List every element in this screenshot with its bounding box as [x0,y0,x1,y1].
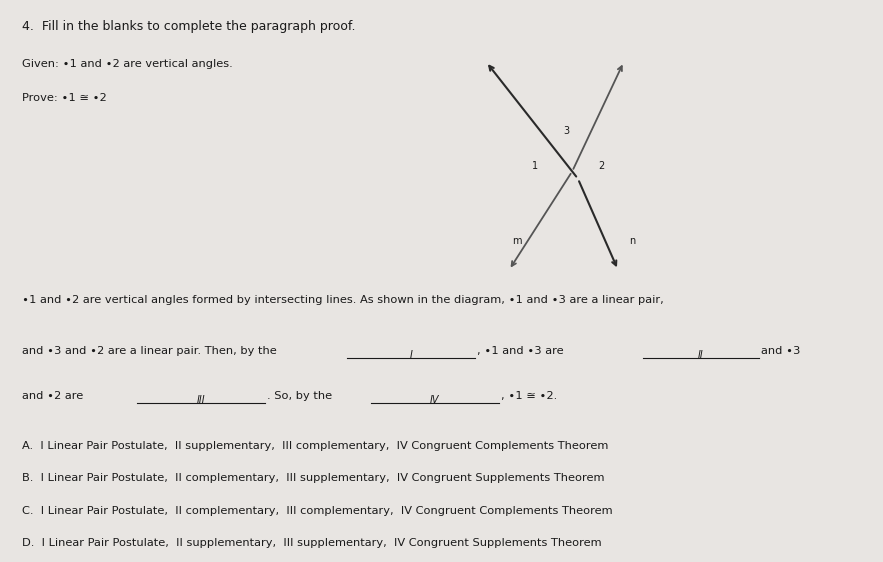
Text: Prove: ∙1 ≅ ∙2: Prove: ∙1 ≅ ∙2 [22,93,107,103]
Text: n: n [629,236,635,246]
Text: II: II [698,350,704,360]
Text: and ∙3 and ∙2 are a linear pair. Then, by the: and ∙3 and ∙2 are a linear pair. Then, b… [22,346,277,356]
Text: 4.  Fill in the blanks to complete the paragraph proof.: 4. Fill in the blanks to complete the pa… [22,20,356,33]
Text: , ∙1 ≅ ∙2.: , ∙1 ≅ ∙2. [501,391,557,401]
Text: . So, by the: . So, by the [267,391,332,401]
Text: and ∙2 are: and ∙2 are [22,391,83,401]
Text: III: III [197,395,205,405]
Text: IV: IV [430,395,440,405]
Text: C.  I Linear Pair Postulate,  II complementary,  III complementary,  IV Congruen: C. I Linear Pair Postulate, II complemen… [22,506,613,516]
Text: 1: 1 [532,161,539,170]
Text: D.  I Linear Pair Postulate,  II supplementary,  III supplementary,  IV Congruen: D. I Linear Pair Postulate, II supplemen… [22,538,601,548]
Text: and ∙3: and ∙3 [761,346,801,356]
Text: 3: 3 [563,126,570,136]
Text: I: I [410,350,412,360]
Text: ∙1 and ∙2 are vertical angles formed by intersecting lines. As shown in the diag: ∙1 and ∙2 are vertical angles formed by … [22,295,664,305]
Text: 2: 2 [598,161,604,170]
Text: m: m [512,236,522,246]
Text: A.  I Linear Pair Postulate,  II supplementary,  III complementary,  IV Congruen: A. I Linear Pair Postulate, II supplemen… [22,441,608,451]
Text: Given: ∙1 and ∙2 are vertical angles.: Given: ∙1 and ∙2 are vertical angles. [22,59,233,69]
Text: B.  I Linear Pair Postulate,  II complementary,  III supplementary,  IV Congruen: B. I Linear Pair Postulate, II complemen… [22,473,605,483]
Text: , ∙1 and ∙3 are: , ∙1 and ∙3 are [477,346,563,356]
